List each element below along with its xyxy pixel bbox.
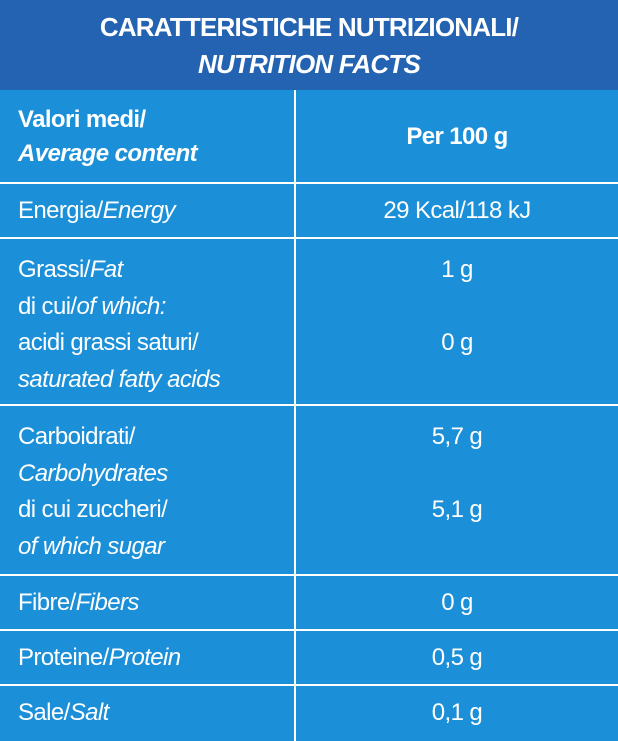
row-label: Energia/Energy [18, 193, 176, 229]
row-value: Per 100 g [406, 122, 508, 150]
label-text-italic: of which: [76, 292, 167, 320]
label-text: Carboidrati/ [18, 423, 135, 450]
row-label: Carboidrati/ [18, 419, 135, 455]
row-label: Average content [18, 136, 198, 172]
label-text-italic: of which sugar [18, 532, 165, 560]
label-text-italic: Fat [89, 256, 123, 283]
row-label: acidi grassi saturi/ [18, 325, 199, 361]
column-divider [294, 183, 296, 238]
label-text-italic: Salt [69, 699, 110, 726]
row-value: 0 g [441, 588, 473, 616]
row-label: Fibre/Fibers [18, 585, 139, 621]
label-text: Grassi/ [18, 256, 90, 283]
label-text-italic: Energy [102, 196, 176, 224]
row-label: Valori medi/ [18, 102, 146, 138]
row-label: saturated fatty acids [18, 362, 221, 398]
column-divider [294, 575, 296, 630]
row-value: 5,7 g [431, 423, 483, 450]
label-text-italic: Carbohydrates [18, 459, 168, 487]
row-value: 0,1 g [431, 699, 483, 726]
row-divider [0, 237, 618, 239]
column-divider [294, 630, 296, 685]
row-label: di cui zuccheri/ [18, 492, 168, 528]
row-label: Proteine/Protein [18, 640, 181, 676]
row-value: 0,5 g [431, 643, 483, 671]
label-text-italic: Average content [18, 140, 198, 167]
label-text: Energia/ [18, 196, 103, 224]
row-label: Sale/Salt [18, 695, 109, 731]
header-subtitle: NUTRITION FACTS [198, 49, 421, 79]
column-divider [294, 405, 296, 575]
row-label: di cui/of which: [18, 289, 166, 325]
row-label: of which sugar [18, 529, 165, 565]
label-text: acidi grassi saturi/ [18, 329, 199, 356]
label-text: di cui zuccheri/ [18, 496, 168, 523]
row-label: Grassi/Fat [18, 252, 123, 288]
row-divider [0, 684, 618, 686]
column-divider [294, 685, 296, 741]
row-value: 29 Kcal/118 kJ [383, 196, 531, 224]
row-value: 1 g [441, 256, 473, 283]
column-divider [294, 238, 296, 405]
label-text-italic: saturated fatty acids [18, 365, 221, 393]
label-text: Fibre/ [18, 588, 76, 616]
header: CARATTERISTICHE NUTRIZIONALI/ NUTRITION … [0, 0, 618, 90]
row-divider [0, 404, 618, 406]
label-text-italic: Fibers [75, 588, 140, 616]
row-label: Carbohydrates [18, 456, 168, 492]
row-value: 0 g [441, 329, 473, 356]
label-text-italic: Protein [108, 643, 181, 671]
label-text: di cui/ [18, 292, 77, 320]
label-text: Proteine/ [18, 643, 109, 671]
header-title: CARATTERISTICHE NUTRIZIONALI/ [99, 12, 519, 42]
label-text: Sale/ [18, 699, 70, 726]
row-value: 5,1 g [431, 496, 483, 523]
column-divider [294, 90, 296, 183]
row-divider [0, 182, 618, 184]
row-divider [0, 629, 618, 631]
row-divider [0, 574, 618, 576]
label-text: Valori medi/ [18, 106, 146, 133]
